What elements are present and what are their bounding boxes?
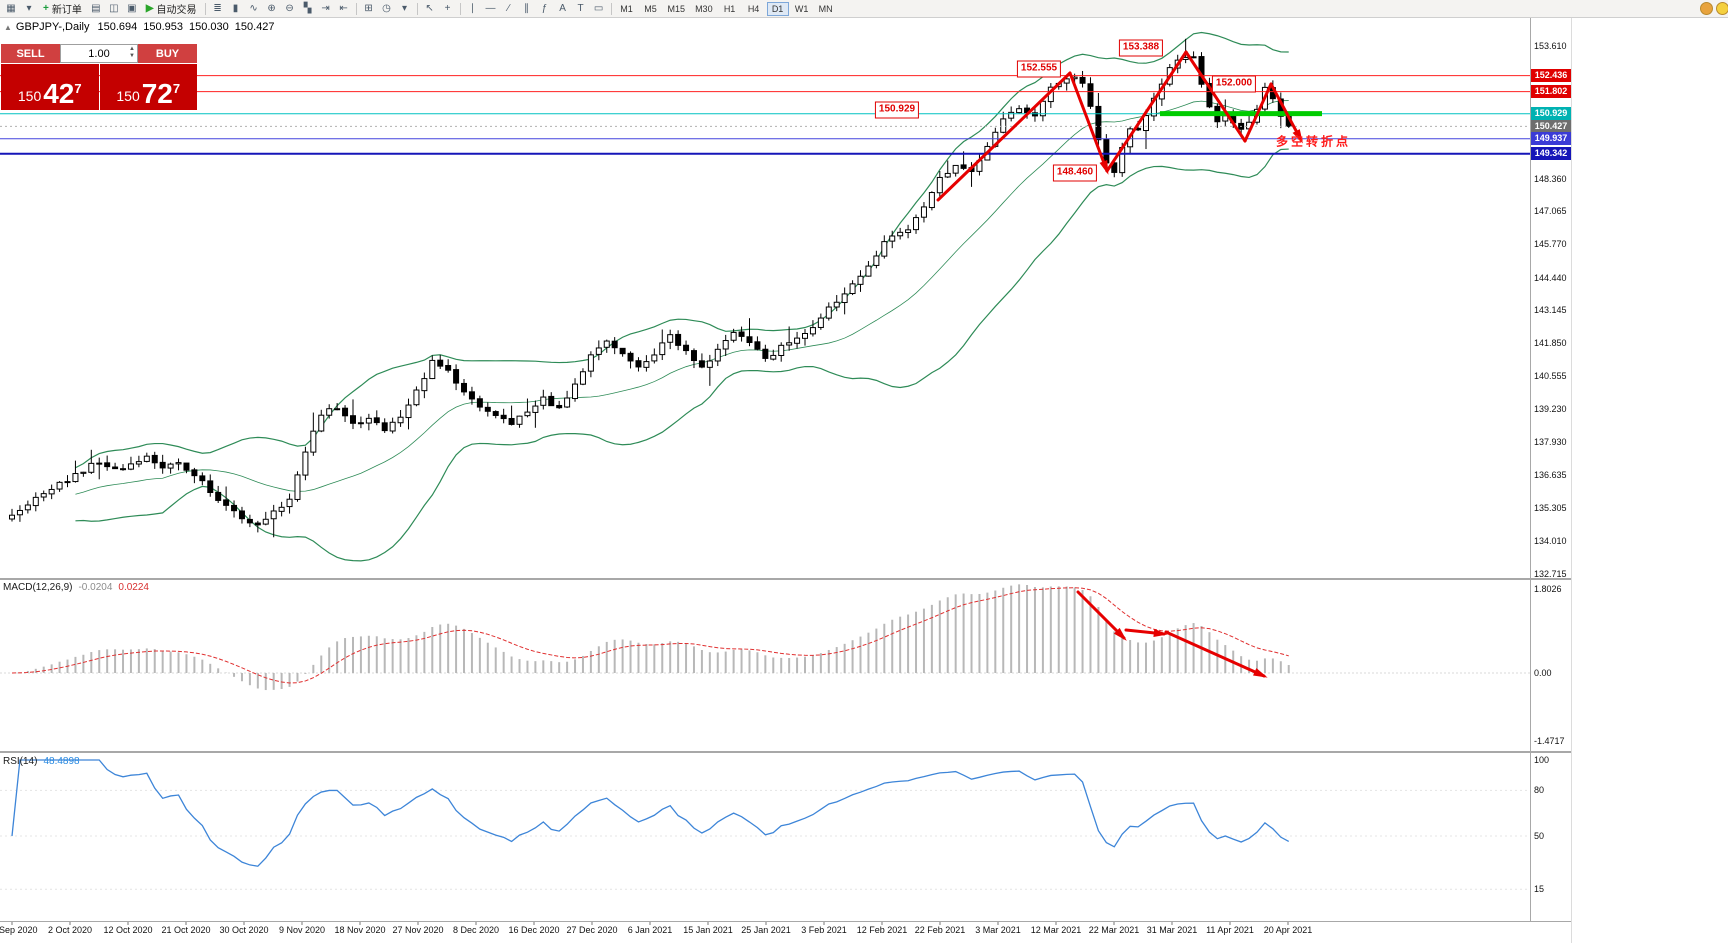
volume-spinner[interactable]: ▲ ▼ — [129, 46, 135, 60]
buy-price-big: 72 — [141, 78, 173, 109]
macd-value-main: -0.0204 — [78, 582, 113, 593]
candles-mode-icon[interactable]: ▮ — [227, 1, 245, 16]
auto-trading-button[interactable]: ▶ 自动交易 — [141, 1, 202, 16]
chart-window-right-edge — [1571, 17, 1572, 943]
volume-up-icon[interactable]: ▲ — [129, 46, 135, 52]
rsi-splitter[interactable] — [0, 751, 1572, 753]
one-click-trade-panel: SELL 1.00 ▲ ▼ BUY 150 42 7 150 72 7 — [1, 44, 197, 110]
horizontal-line-icon[interactable]: ― — [482, 1, 500, 16]
sell-button[interactable]: SELL — [1, 44, 60, 63]
macd-indicator — [0, 584, 1530, 691]
line-mode-icon[interactable]: ∿ — [245, 1, 263, 16]
quote-low: 150.030 — [189, 21, 229, 33]
new-order-button-label: 新订单 — [51, 5, 82, 16]
volume-value: 1.00 — [88, 47, 110, 60]
toolbar: ▦ ▾ + 新订单 ▤ ◫ ▣ ▶ 自动交易 ≣ ▮ ∿ ⊕ ⊖ ▚ ⇥ ⇤ ⊞ ◷ ▾ ↖ + ∣ ― ∕ ∥ ƒ A T ▭ M1 M5 M… — [0, 0, 1728, 18]
vertical-line-icon[interactable]: ∣ — [464, 1, 482, 16]
toolbar-separator — [416, 2, 418, 15]
chart-shift-icon[interactable]: ⇤ — [335, 1, 353, 16]
cursor-icon[interactable]: ↖ — [421, 1, 439, 16]
macd-label: MACD(12,26,9) -0.0204 0.0224 — [3, 582, 149, 593]
new-order-icon: + — [43, 3, 49, 14]
news-icon[interactable] — [1716, 2, 1728, 15]
timeframe-m1[interactable]: M1 — [616, 2, 638, 16]
rsi-value: 48.4898 — [43, 756, 80, 767]
drawn-arrows[interactable] — [936, 50, 1303, 678]
quote-close: 150.427 — [234, 21, 275, 33]
new-order-button[interactable]: + 新订单 — [38, 1, 87, 16]
crosshair-icon[interactable]: + — [439, 1, 457, 16]
sell-price-big: 42 — [43, 78, 75, 109]
navigator-icon[interactable]: ▣ — [123, 1, 141, 16]
zoom-out-icon[interactable]: ⊖ — [281, 1, 299, 16]
toolbar-right-icons — [1700, 2, 1728, 15]
macd-value-signal: 0.0224 — [118, 582, 149, 593]
indicators-icon[interactable]: ⊞ — [360, 1, 378, 16]
text-icon[interactable]: A — [554, 1, 572, 16]
auto-trading-button-label: 自动交易 — [156, 5, 197, 16]
timeframe-mn[interactable]: MN — [815, 2, 837, 16]
buy-price-prefix: 150 — [116, 88, 140, 104]
timeframe-h1[interactable]: H1 — [719, 2, 741, 16]
arrows-tool-icon[interactable]: T — [572, 1, 590, 16]
new-chart-icon[interactable]: ▦ — [2, 1, 20, 16]
timeframe-h4[interactable]: H4 — [743, 2, 765, 16]
sell-price-prefix: 150 — [17, 88, 42, 104]
timeframe-m15[interactable]: M15 — [664, 2, 690, 16]
time-axis-line — [0, 921, 1572, 922]
macd-name: MACD(12,26,9) — [3, 582, 73, 593]
community-icon[interactable] — [1700, 2, 1713, 15]
toolbar-separator — [610, 2, 612, 15]
buy-price-button[interactable]: 150 72 7 — [99, 64, 197, 110]
volume-input[interactable]: 1.00 ▲ ▼ — [60, 44, 138, 63]
fibonacci-icon[interactable]: ƒ — [536, 1, 554, 16]
auto-trading-icon: ▶ — [145, 3, 154, 14]
templates-icon[interactable]: ▾ — [396, 1, 414, 16]
level-lines[interactable] — [0, 75, 1530, 155]
sell-price-button[interactable]: 150 42 7 — [1, 64, 99, 110]
timeframe-m5[interactable]: M5 — [640, 2, 662, 16]
buy-button[interactable]: BUY — [138, 44, 197, 63]
data-window-icon[interactable]: ◫ — [105, 1, 123, 16]
timeframe-m30[interactable]: M30 — [691, 2, 717, 16]
rsi-label: RSI(14) 48.4898 — [3, 756, 80, 767]
volume-down-icon[interactable]: ▼ — [129, 53, 135, 59]
bollinger-bands — [75, 31, 1289, 562]
timeframe-w1[interactable]: W1 — [791, 2, 813, 16]
auto-scroll-icon[interactable]: ⇥ — [317, 1, 335, 16]
zoom-in-icon[interactable]: ⊕ — [263, 1, 281, 16]
quote-high: 150.953 — [143, 21, 184, 33]
periods-icon[interactable]: ◷ — [378, 1, 396, 16]
rsi-name: RSI(14) — [3, 756, 38, 767]
timeframe-d1[interactable]: D1 — [766, 1, 789, 16]
profiles-icon[interactable]: ▾ — [20, 1, 38, 16]
tile-windows-icon[interactable]: ▚ — [299, 1, 317, 16]
channel-icon[interactable]: ∥ — [518, 1, 536, 16]
shapes-icon[interactable]: ▭ — [590, 1, 608, 16]
sell-price-pip: 7 — [74, 81, 82, 96]
rsi-indicator — [0, 759, 1530, 890]
bars-mode-icon[interactable]: ≣ — [209, 1, 227, 16]
market-watch-icon[interactable]: ▤ — [87, 1, 105, 16]
one-click-expander-icon[interactable]: ▲ — [4, 23, 12, 32]
symbol-period-label: GBPJPY-,Daily — [15, 21, 90, 33]
price-axis-separator — [1530, 17, 1531, 921]
trendline-icon[interactable]: ∕ — [500, 1, 518, 16]
macd-splitter[interactable] — [0, 578, 1572, 580]
toolbar-separator — [355, 2, 357, 15]
quote-open: 150.694 — [97, 21, 138, 33]
toolbar-separator — [459, 2, 461, 15]
buy-price-pip: 7 — [172, 81, 181, 96]
quote-line: ▲ GBPJPY-,Daily 150.694 150.953 150.030 150.4… — [4, 21, 281, 33]
toolbar-separator — [204, 2, 206, 15]
